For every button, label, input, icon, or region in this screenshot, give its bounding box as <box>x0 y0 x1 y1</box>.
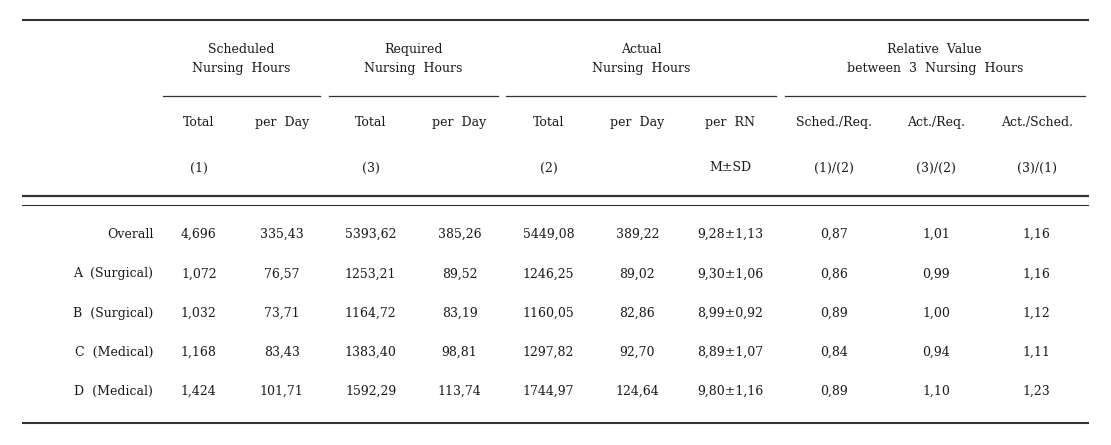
Text: M±SD: M±SD <box>709 162 751 174</box>
Text: D  (Medical): D (Medical) <box>74 385 153 398</box>
Text: 0,89: 0,89 <box>820 307 848 320</box>
Text: 1,424: 1,424 <box>181 385 217 398</box>
Text: 1,16: 1,16 <box>1023 228 1051 241</box>
Text: 5393,62: 5393,62 <box>344 228 397 241</box>
Text: 9,28±1,13: 9,28±1,13 <box>698 228 763 241</box>
Text: 124,64: 124,64 <box>615 385 659 398</box>
Text: 1,01: 1,01 <box>922 228 950 241</box>
Text: 8,99±0,92: 8,99±0,92 <box>698 307 763 320</box>
Text: 113,74: 113,74 <box>438 385 481 398</box>
Text: 1,00: 1,00 <box>922 307 950 320</box>
Text: 83,43: 83,43 <box>263 346 300 359</box>
Text: 4,696: 4,696 <box>181 228 217 241</box>
Text: 9,80±1,16: 9,80±1,16 <box>698 385 763 398</box>
Text: 385,26: 385,26 <box>438 228 481 241</box>
Text: Total: Total <box>354 116 387 129</box>
Text: 1246,25: 1246,25 <box>522 267 574 280</box>
Text: 1,23: 1,23 <box>1023 385 1051 398</box>
Text: 8,89±1,07: 8,89±1,07 <box>698 346 763 359</box>
Text: per  RN: per RN <box>705 116 755 129</box>
Text: Relative  Value
between  3  Nursing  Hours: Relative Value between 3 Nursing Hours <box>847 43 1023 75</box>
Text: 73,71: 73,71 <box>264 307 300 320</box>
Text: Total: Total <box>532 116 564 129</box>
Text: 1383,40: 1383,40 <box>344 346 397 359</box>
Text: 101,71: 101,71 <box>260 385 303 398</box>
Text: Total: Total <box>183 116 214 129</box>
Text: 98,81: 98,81 <box>442 346 478 359</box>
Text: 0,84: 0,84 <box>820 346 848 359</box>
Text: 5449,08: 5449,08 <box>522 228 574 241</box>
Text: Act./Sched.: Act./Sched. <box>1001 116 1072 129</box>
Text: 82,86: 82,86 <box>620 307 655 320</box>
Text: Act./Req.: Act./Req. <box>907 116 965 129</box>
Text: 1,12: 1,12 <box>1023 307 1051 320</box>
Text: (1)/(2): (1)/(2) <box>814 162 854 174</box>
Text: (2): (2) <box>540 162 558 174</box>
Text: per  Day: per Day <box>432 116 487 129</box>
Text: A  (Surgical): A (Surgical) <box>73 267 153 280</box>
Text: 1160,05: 1160,05 <box>522 307 574 320</box>
Text: 83,19: 83,19 <box>442 307 478 320</box>
Text: 389,22: 389,22 <box>615 228 659 241</box>
Text: 92,70: 92,70 <box>620 346 655 359</box>
Text: Scheduled
Nursing  Hours: Scheduled Nursing Hours <box>192 43 291 75</box>
Text: Actual
Nursing  Hours: Actual Nursing Hours <box>592 43 691 75</box>
Text: per  Day: per Day <box>610 116 664 129</box>
Text: 1,10: 1,10 <box>922 385 950 398</box>
Text: 89,52: 89,52 <box>442 267 478 280</box>
Text: (1): (1) <box>190 162 208 174</box>
Text: (3)/(2): (3)/(2) <box>915 162 955 174</box>
Text: 1592,29: 1592,29 <box>346 385 397 398</box>
Text: 89,02: 89,02 <box>620 267 655 280</box>
Text: 0,99: 0,99 <box>922 267 950 280</box>
Text: Overall: Overall <box>107 228 153 241</box>
Text: 1,032: 1,032 <box>181 307 217 320</box>
Text: Sched./Req.: Sched./Req. <box>795 116 872 129</box>
Text: 1,11: 1,11 <box>1023 346 1051 359</box>
Text: Required
Nursing  Hours: Required Nursing Hours <box>364 43 462 75</box>
Text: 0,89: 0,89 <box>820 385 848 398</box>
Text: 0,87: 0,87 <box>820 228 848 241</box>
Text: 1744,97: 1744,97 <box>522 385 574 398</box>
Text: 1,072: 1,072 <box>181 267 217 280</box>
Text: 9,30±1,06: 9,30±1,06 <box>698 267 763 280</box>
Text: C  (Medical): C (Medical) <box>74 346 153 359</box>
Text: 1,16: 1,16 <box>1023 267 1051 280</box>
Text: 1253,21: 1253,21 <box>344 267 397 280</box>
Text: 76,57: 76,57 <box>264 267 300 280</box>
Text: 1297,82: 1297,82 <box>522 346 574 359</box>
Text: B  (Surgical): B (Surgical) <box>73 307 153 320</box>
Text: 335,43: 335,43 <box>260 228 303 241</box>
Text: (3)/(1): (3)/(1) <box>1017 162 1057 174</box>
Text: per  Day: per Day <box>254 116 309 129</box>
Text: 1,168: 1,168 <box>181 346 217 359</box>
Text: 0,86: 0,86 <box>820 267 848 280</box>
Text: (3): (3) <box>362 162 380 174</box>
Text: 0,94: 0,94 <box>922 346 950 359</box>
Text: 1164,72: 1164,72 <box>344 307 397 320</box>
